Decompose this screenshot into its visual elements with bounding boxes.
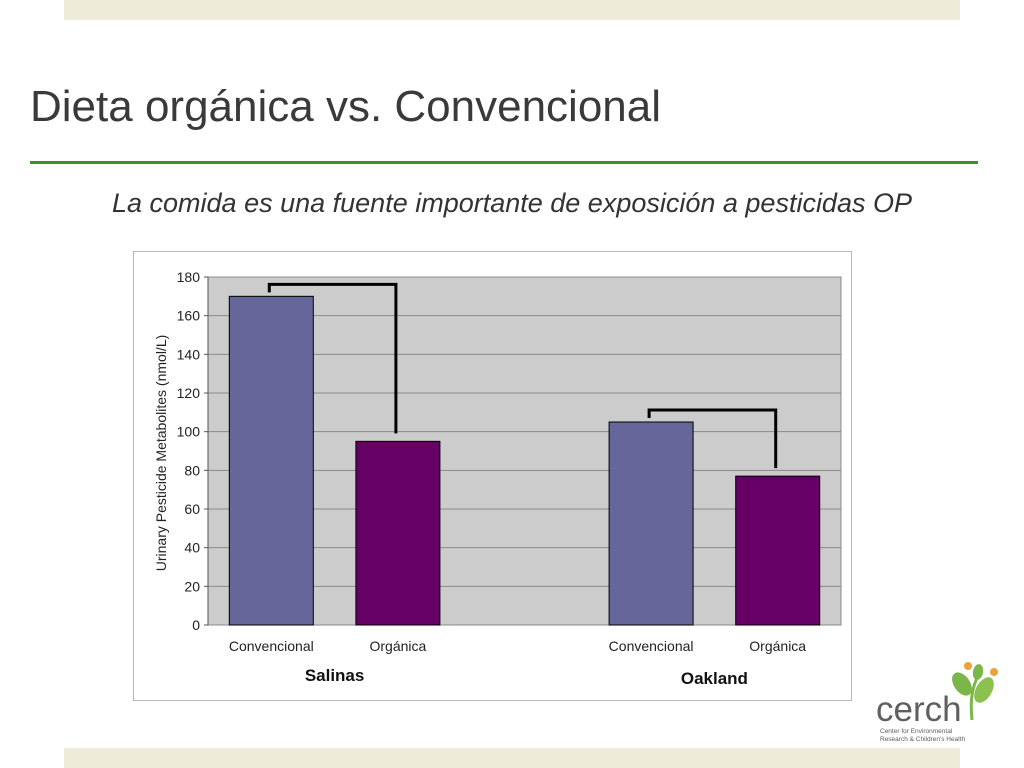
- y-tick-label: 140: [177, 346, 201, 362]
- bar-chart: 0 20 40 60 80 100 120 140 160 180 Urinary Pesticid…: [153, 269, 842, 688]
- slide-subtitle: La comida es una fuente importante de ex…: [112, 188, 912, 218]
- y-tick-label: 20: [184, 578, 200, 594]
- x-tick-label: Orgánica: [369, 638, 426, 654]
- x-tick-label: Orgánica: [749, 638, 806, 654]
- bar-oakland-0: [608, 421, 694, 626]
- y-tick-label: 0: [192, 617, 200, 633]
- y-tick-label: 120: [177, 385, 201, 401]
- leaf-icon: [952, 662, 998, 721]
- y-tick-label: 180: [177, 269, 201, 285]
- bottom-decor-band: [64, 748, 960, 768]
- y-tick-label: 40: [184, 540, 200, 556]
- bar-salinas-1: [355, 440, 441, 626]
- y-tick-label: 100: [177, 424, 201, 440]
- chart-frame: 0 20 40 60 80 100 120 140 160 180 Urinary Pesticid…: [133, 251, 852, 701]
- comparison-bracket: [267, 282, 398, 434]
- logo-tagline: Center for Environmental Research & Chil…: [880, 728, 965, 744]
- x-tick-label: Convencional: [229, 638, 314, 654]
- group-label: Salinas: [305, 666, 365, 685]
- y-axis-label: Urinary Pesticide Metabolites (nmol/L): [153, 335, 169, 572]
- bar-oakland-1: [735, 475, 821, 626]
- y-tick-label: 80: [184, 462, 200, 478]
- cerch-logo: cerch Center for Environmental Research …: [870, 660, 1000, 744]
- x-tick-label: Convencional: [609, 638, 694, 654]
- logo-wordmark: cerch: [876, 690, 962, 729]
- comparison-bracket: [647, 408, 778, 469]
- logo-tagline-line1: Center for Environmental: [880, 728, 953, 735]
- title-underline: [30, 161, 978, 164]
- group-label: Oakland: [681, 669, 748, 688]
- bar-salinas-0: [228, 295, 314, 626]
- logo-tagline-line2: Research & Children's Health: [880, 736, 966, 743]
- y-tick-label: 160: [177, 308, 201, 324]
- slide-title: Dieta orgánica vs. Convencional: [30, 82, 662, 131]
- top-decor-band: [64, 0, 960, 20]
- y-tick-label: 60: [184, 501, 200, 517]
